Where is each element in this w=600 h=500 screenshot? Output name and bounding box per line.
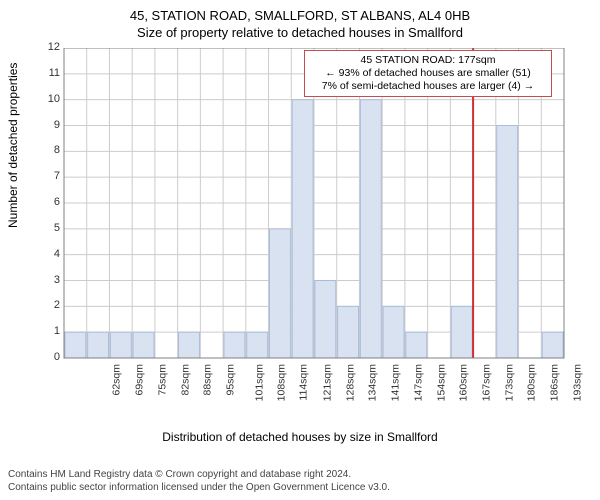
y-axis-label: Number of detached properties xyxy=(6,63,20,228)
x-tick-label: 101sqm xyxy=(253,364,265,401)
x-tick-label: 167sqm xyxy=(480,364,492,401)
x-tick-label: 108sqm xyxy=(276,364,288,401)
x-tick-label: 173sqm xyxy=(503,364,515,401)
bar xyxy=(360,100,381,358)
bar xyxy=(65,332,86,358)
y-tick-label: 9 xyxy=(40,119,60,131)
info-line-2: ← 93% of detached houses are smaller (51… xyxy=(311,67,545,80)
x-tick-label: 193sqm xyxy=(571,364,583,401)
chart-container: 45, STATION ROAD, SMALLFORD, ST ALBANS, … xyxy=(0,0,600,500)
bar xyxy=(179,332,200,358)
y-tick-label: 8 xyxy=(40,144,60,156)
bar xyxy=(292,100,313,358)
bar xyxy=(497,126,518,359)
y-tick-label: 2 xyxy=(40,299,60,311)
x-tick-label: 134sqm xyxy=(367,364,379,401)
x-tick-label: 154sqm xyxy=(435,364,447,401)
x-tick-label: 180sqm xyxy=(526,364,538,401)
footer-line-1: Contains HM Land Registry data © Crown c… xyxy=(8,469,592,482)
x-tick-label: 147sqm xyxy=(412,364,424,401)
bar xyxy=(110,332,131,358)
x-tick-label: 186sqm xyxy=(549,364,561,401)
x-tick-label: 62sqm xyxy=(111,364,123,396)
bar xyxy=(451,306,472,358)
y-tick-label: 10 xyxy=(40,93,60,105)
x-tick-label: 114sqm xyxy=(298,364,310,401)
y-tick-label: 5 xyxy=(40,222,60,234)
y-tick-label: 11 xyxy=(40,67,60,79)
y-tick-label: 3 xyxy=(40,274,60,286)
x-tick-label: 82sqm xyxy=(179,364,191,396)
info-box: 45 STATION ROAD: 177sqm ← 93% of detache… xyxy=(304,50,552,97)
y-tick-label: 12 xyxy=(40,41,60,53)
plot-area: 62sqm 69sqm 75sqm 82sqm 88sqm 95sqm 101sqm 108s… xyxy=(56,48,572,408)
y-tick-label: 0 xyxy=(40,351,60,363)
title-line-2: Size of property relative to detached ho… xyxy=(0,25,600,40)
x-tick-label: 128sqm xyxy=(344,364,356,401)
footer: Contains HM Land Registry data © Crown c… xyxy=(8,469,592,494)
bar xyxy=(247,332,268,358)
y-tick-label: 7 xyxy=(40,170,60,182)
x-tick-label: 88sqm xyxy=(202,364,214,396)
bar xyxy=(269,229,290,358)
x-tick-label: 95sqm xyxy=(225,364,237,396)
bar xyxy=(383,306,404,358)
plot-svg xyxy=(56,48,572,408)
y-tick-label: 6 xyxy=(40,196,60,208)
x-tick-label: 75sqm xyxy=(156,364,168,396)
bar xyxy=(88,332,109,358)
x-axis-label: Distribution of detached houses by size … xyxy=(0,430,600,444)
info-line-1: 45 STATION ROAD: 177sqm xyxy=(311,54,545,67)
x-tick-label: 141sqm xyxy=(389,364,401,401)
x-tick-label: 69sqm xyxy=(134,364,146,396)
bar xyxy=(338,306,359,358)
bar xyxy=(406,332,427,358)
info-line-3: 7% of semi-detached houses are larger (4… xyxy=(311,80,545,93)
bar xyxy=(133,332,154,358)
x-tick-label: 160sqm xyxy=(458,364,470,401)
bar xyxy=(542,332,563,358)
title-block: 45, STATION ROAD, SMALLFORD, ST ALBANS, … xyxy=(0,0,600,40)
y-tick-label: 4 xyxy=(40,248,60,260)
bar xyxy=(224,332,245,358)
x-tick-label: 121sqm xyxy=(321,364,333,401)
bar xyxy=(315,281,336,359)
footer-line-2: Contains public sector information licen… xyxy=(8,482,592,495)
title-line-1: 45, STATION ROAD, SMALLFORD, ST ALBANS, … xyxy=(0,8,600,23)
y-tick-label: 1 xyxy=(40,325,60,337)
